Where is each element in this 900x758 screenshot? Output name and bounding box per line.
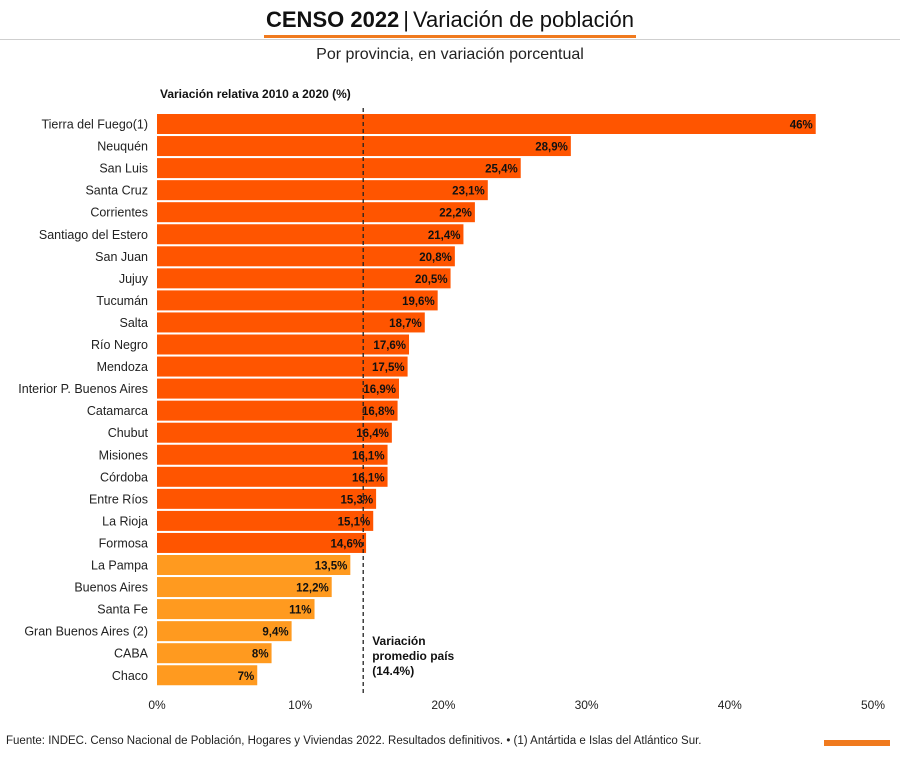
category-label: Santa Fe xyxy=(97,603,148,617)
x-tick-label: 20% xyxy=(431,698,455,712)
x-tick-label: 50% xyxy=(861,698,885,712)
category-label: Interior P. Buenos Aires xyxy=(18,382,148,396)
title-bold: CENSO 2022 xyxy=(266,7,400,32)
bar xyxy=(157,400,398,421)
category-label: San Juan xyxy=(95,250,148,264)
value-label: 20,8% xyxy=(419,252,452,264)
title-wrap: CENSO 2022 | Variación de población xyxy=(0,6,900,38)
value-label: 17,5% xyxy=(372,362,405,374)
category-label: Córdoba xyxy=(100,470,148,484)
value-label: 16,1% xyxy=(352,472,385,484)
category-label: Misiones xyxy=(99,448,148,462)
value-label: 12,2% xyxy=(296,583,329,595)
bar xyxy=(157,268,451,289)
bar xyxy=(157,378,400,399)
value-label: 16,9% xyxy=(363,384,396,396)
value-label: 9,4% xyxy=(262,627,288,639)
category-label: Buenos Aires xyxy=(74,581,148,595)
title-rest: Variación de población xyxy=(413,7,634,32)
page-subtitle: Por provincia, en variación porcentual xyxy=(316,46,584,63)
bar xyxy=(157,599,315,620)
header-rule xyxy=(0,39,900,40)
x-tick-label: 10% xyxy=(288,698,312,712)
value-label: 8% xyxy=(252,649,269,661)
value-label: 20,5% xyxy=(415,274,448,286)
category-label: Gran Buenos Aires (2) xyxy=(24,625,148,639)
value-label: 13,5% xyxy=(315,561,348,573)
category-label: San Luis xyxy=(99,162,148,176)
category-label: Catamarca xyxy=(87,404,148,418)
bar xyxy=(157,356,408,377)
category-label: Formosa xyxy=(99,536,148,550)
value-label: 14,6% xyxy=(330,538,363,550)
category-label: Entre Ríos xyxy=(89,492,148,506)
bar xyxy=(157,224,464,245)
category-label: Corrientes xyxy=(90,206,148,220)
category-label: Chaco xyxy=(112,669,148,683)
value-label: 16,1% xyxy=(352,450,385,462)
bar xyxy=(157,555,351,575)
bar xyxy=(157,180,488,201)
bar xyxy=(157,202,475,223)
brand-logo xyxy=(824,740,890,746)
bar xyxy=(157,532,367,553)
category-label: Mendoza xyxy=(97,360,148,374)
bar xyxy=(157,312,425,333)
page-title: CENSO 2022 | Variación de población xyxy=(264,6,636,38)
x-tick-label: 30% xyxy=(575,698,599,712)
bar xyxy=(157,444,388,465)
bar xyxy=(157,621,292,642)
value-label: 17,6% xyxy=(373,340,406,352)
bar xyxy=(157,290,438,311)
bar xyxy=(157,665,258,686)
bar xyxy=(157,510,374,531)
value-label: 19,6% xyxy=(402,296,435,308)
value-label: 28,9% xyxy=(535,142,568,154)
value-label: 15,3% xyxy=(340,494,373,506)
category-label: Santa Cruz xyxy=(85,184,148,198)
value-label: 21,4% xyxy=(428,230,461,242)
bar xyxy=(157,334,410,355)
category-label: Tierra del Fuego(1) xyxy=(41,118,148,132)
category-label: Tucumán xyxy=(96,294,148,308)
reference-label: promedio país xyxy=(372,649,454,663)
bar xyxy=(157,136,571,157)
reference-label: (14.4%) xyxy=(372,664,414,678)
value-label: 15,1% xyxy=(338,516,371,528)
x-tick-label: 0% xyxy=(148,698,166,712)
x-tick-label: 40% xyxy=(718,698,742,712)
category-label: Chubut xyxy=(108,426,149,440)
category-label: La Pampa xyxy=(91,559,148,573)
value-label: 11% xyxy=(289,605,311,617)
bar xyxy=(157,466,388,487)
category-label: Río Negro xyxy=(91,338,148,352)
value-label: 23,1% xyxy=(452,186,485,198)
bar xyxy=(157,158,521,179)
category-label: La Rioja xyxy=(102,514,148,528)
value-label: 46% xyxy=(790,120,813,132)
category-label: Jujuy xyxy=(119,272,149,286)
category-label: CABA xyxy=(114,647,149,661)
value-label: 25,4% xyxy=(485,164,518,176)
value-label: 16,8% xyxy=(362,406,395,418)
value-label: 7% xyxy=(238,671,255,683)
value-label: 18,7% xyxy=(389,318,422,330)
bar xyxy=(157,488,377,509)
value-label: 16,4% xyxy=(356,428,389,440)
title-separator: | xyxy=(403,7,410,32)
bar xyxy=(157,422,392,443)
value-label: 22,2% xyxy=(439,208,472,220)
bar xyxy=(157,246,455,267)
source-note: Fuente: INDEC. Censo Nacional de Poblaci… xyxy=(6,735,702,747)
category-label: Neuquén xyxy=(97,140,148,154)
category-label: Santiago del Estero xyxy=(39,228,148,242)
bar xyxy=(157,114,816,134)
category-label: Salta xyxy=(120,316,149,330)
bar xyxy=(157,577,332,598)
bar xyxy=(157,643,272,664)
reference-label: Variación xyxy=(372,634,425,648)
chart-title: Variación relativa 2010 a 2020 (%) xyxy=(160,87,351,101)
